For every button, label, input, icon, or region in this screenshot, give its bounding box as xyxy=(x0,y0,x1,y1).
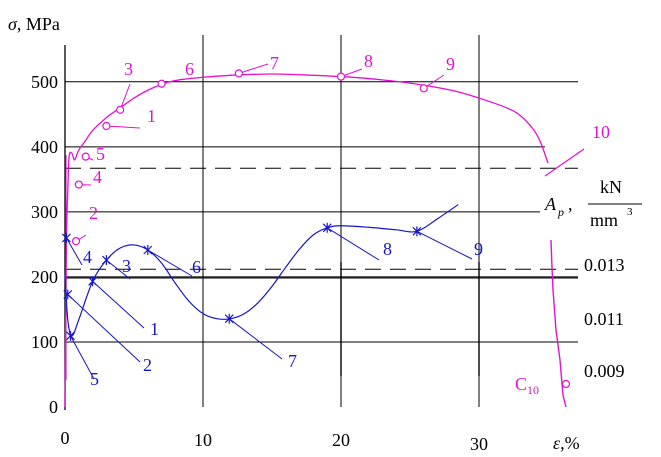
energy-marker xyxy=(412,226,422,237)
energy-point-label: 6 xyxy=(192,257,201,277)
stress-point-label: 7 xyxy=(270,53,279,73)
energy-point-label: 8 xyxy=(383,239,392,259)
stress-marker xyxy=(234,69,243,78)
energy-point-label: 5 xyxy=(90,369,99,389)
right-axis-comma: , xyxy=(568,194,573,214)
stress-callout-line xyxy=(106,125,141,129)
y-tick-label: 200 xyxy=(31,267,58,287)
c10-label-subscript: 10 xyxy=(527,383,539,397)
energy-marker xyxy=(101,255,111,266)
stress-marker xyxy=(116,105,125,114)
stress-callout-line xyxy=(238,63,269,74)
stress-point-label: 8 xyxy=(364,51,373,71)
right-axis-unit-numerator: kN xyxy=(600,177,622,197)
stress-marker xyxy=(102,121,111,131)
energy-callout-line xyxy=(228,318,283,360)
right-axis-subscript: p xyxy=(557,205,564,219)
y-tick-label: 400 xyxy=(31,137,58,157)
y-axis-label: σ, MPa xyxy=(8,14,60,34)
energy-callout-line xyxy=(65,237,83,266)
energy-callout-line xyxy=(416,230,473,260)
right-tick-label: 0.013 xyxy=(584,255,625,275)
energy-marker xyxy=(143,245,153,256)
stress-point-label: 6 xyxy=(185,59,194,79)
y-tick-label: 0 xyxy=(49,397,58,417)
c10-marker xyxy=(561,379,571,389)
right-axis-unit-denominator: mm xyxy=(590,210,618,230)
y-axis-unit: , MPa xyxy=(17,14,60,34)
x-tick-label: 30 xyxy=(470,434,488,454)
labels: 0 100 200 300 400 500 0 10 20 30 0.013 0.011 0.009 σ,… xyxy=(8,14,642,454)
x-axis-unit: ,% xyxy=(560,433,580,453)
right-axis-unit-power: 3 xyxy=(627,206,633,218)
energy-marker xyxy=(66,330,75,341)
energy-callout-line xyxy=(70,335,95,380)
energy-marker xyxy=(322,222,332,233)
c10-label: C10 xyxy=(515,374,539,397)
energy-callout-line xyxy=(92,280,145,329)
y-tick-label: 500 xyxy=(31,72,58,92)
c10-curve xyxy=(550,239,567,408)
stress-marker xyxy=(74,180,83,189)
x-axis-label: ε,% xyxy=(553,433,580,453)
right-axis-symbol: A xyxy=(544,194,557,214)
energy-point-label: 9 xyxy=(474,239,483,259)
stress-marker xyxy=(157,79,166,88)
right-tick-label: 0.011 xyxy=(584,309,624,329)
energy-curve xyxy=(64,204,459,337)
stress-point-label: 4 xyxy=(93,167,102,187)
stress-callout-line xyxy=(544,148,585,177)
energy-callout-line xyxy=(67,294,141,363)
energy-point-label: 3 xyxy=(122,256,131,276)
y-axis-symbol: σ xyxy=(8,14,18,34)
stress-point-label: 2 xyxy=(89,203,98,223)
stress-callout-line xyxy=(119,83,131,110)
stress-point-label: 3 xyxy=(124,59,133,79)
stress-marker xyxy=(81,152,90,161)
energy-layer xyxy=(61,204,473,380)
energy-marker xyxy=(61,232,71,243)
energy-marker xyxy=(224,313,234,324)
energy-point-label: 1 xyxy=(150,319,159,339)
energy-point-label: 7 xyxy=(288,351,297,371)
y-tick-label: 100 xyxy=(31,332,58,352)
stress-point-label: 9 xyxy=(446,54,455,74)
stress-point-label: 10 xyxy=(592,122,610,142)
stress-point-label: 5 xyxy=(96,144,105,164)
stress-marker xyxy=(419,84,428,93)
grid xyxy=(65,35,578,407)
y-tick-label: 300 xyxy=(31,202,58,222)
x-tick-label: 20 xyxy=(332,430,350,450)
stress-marker xyxy=(71,237,81,246)
x-axis-symbol: ε xyxy=(553,433,561,453)
stress-point-label: 1 xyxy=(147,106,156,126)
energy-marker xyxy=(63,289,73,300)
stress-layer xyxy=(64,63,585,408)
right-tick-label: 0.009 xyxy=(584,361,625,381)
energy-callout-line xyxy=(326,227,380,261)
energy-point-label: 4 xyxy=(83,247,92,267)
energy-point-label: 2 xyxy=(143,355,152,375)
energy-marker xyxy=(88,276,98,287)
x-tick-label: 10 xyxy=(194,430,212,450)
x-tick-label: 0 xyxy=(61,428,70,448)
energy-callout-line xyxy=(147,249,193,277)
stress-marker xyxy=(336,72,346,81)
